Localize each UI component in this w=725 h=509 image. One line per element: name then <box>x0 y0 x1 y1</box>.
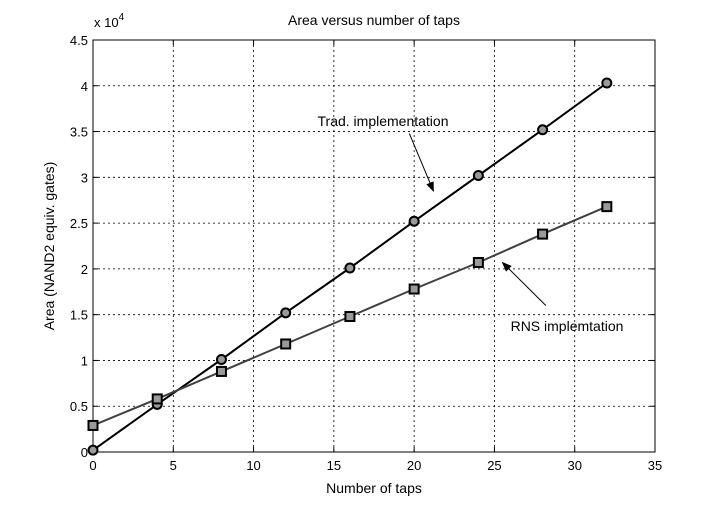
x-tick-label: 10 <box>246 458 260 473</box>
data-point <box>344 262 356 274</box>
annotation-arrow <box>501 261 547 306</box>
x-tick-label: 15 <box>327 458 341 473</box>
data-point <box>280 338 292 350</box>
plot-frame <box>92 39 656 453</box>
data-point <box>87 444 99 456</box>
data-point <box>537 124 549 136</box>
data-point <box>472 256 484 268</box>
data-point <box>601 201 613 213</box>
y-tick-label: 4 <box>81 79 88 94</box>
y-axis-label: Area (NAND2 equiv. gates) <box>41 162 57 331</box>
annotation-label: RNS implemtation <box>511 318 624 334</box>
annotation-arrow <box>408 133 434 192</box>
ticks: 0 5 10 15 20 25 30 35 0 0.5 1 1.5 2 2.5 3 3.5 4 4.5 <box>70 33 662 473</box>
y-multiplier: x 104 <box>94 12 125 30</box>
series-1 <box>87 201 613 431</box>
data-point <box>280 307 292 319</box>
y-tick-label: 0.5 <box>70 399 88 414</box>
x-tick-label: 25 <box>487 458 501 473</box>
y-multiplier-exponent: 4 <box>119 12 125 23</box>
data-point <box>537 228 549 240</box>
data-point <box>472 170 484 182</box>
x-tick-label: 20 <box>407 458 421 473</box>
data-point <box>215 365 227 377</box>
data-point <box>408 215 420 227</box>
data-point <box>215 354 227 366</box>
x-tick-label: 0 <box>89 458 96 473</box>
annotation-label: Trad. implementation <box>318 113 449 129</box>
chart-title: Area versus number of taps <box>288 12 460 28</box>
grid <box>93 40 655 452</box>
data-point <box>87 419 99 431</box>
series-layer <box>87 77 613 456</box>
data-point <box>151 393 163 405</box>
y-tick-label: 1 <box>81 353 88 368</box>
y-tick-label: 4.5 <box>70 33 88 48</box>
y-tick-label: 2 <box>81 262 88 277</box>
y-tick-label: 3.5 <box>70 125 88 140</box>
y-tick-label: 2.5 <box>70 216 88 231</box>
data-point <box>408 283 420 295</box>
y-tick-label: 1.5 <box>70 308 88 323</box>
annotations: Trad. implementation RNS implemtation <box>318 113 624 334</box>
data-point <box>344 310 356 322</box>
y-tick-label: 3 <box>81 170 88 185</box>
y-tick-label: 0 <box>81 445 88 460</box>
x-tick-label: 30 <box>567 458 581 473</box>
y-multiplier-base: x 10 <box>94 15 119 30</box>
x-tick-label: 35 <box>648 458 662 473</box>
x-axis-label: Number of taps <box>326 480 422 496</box>
x-tick-label: 5 <box>170 458 177 473</box>
data-point <box>601 77 613 89</box>
